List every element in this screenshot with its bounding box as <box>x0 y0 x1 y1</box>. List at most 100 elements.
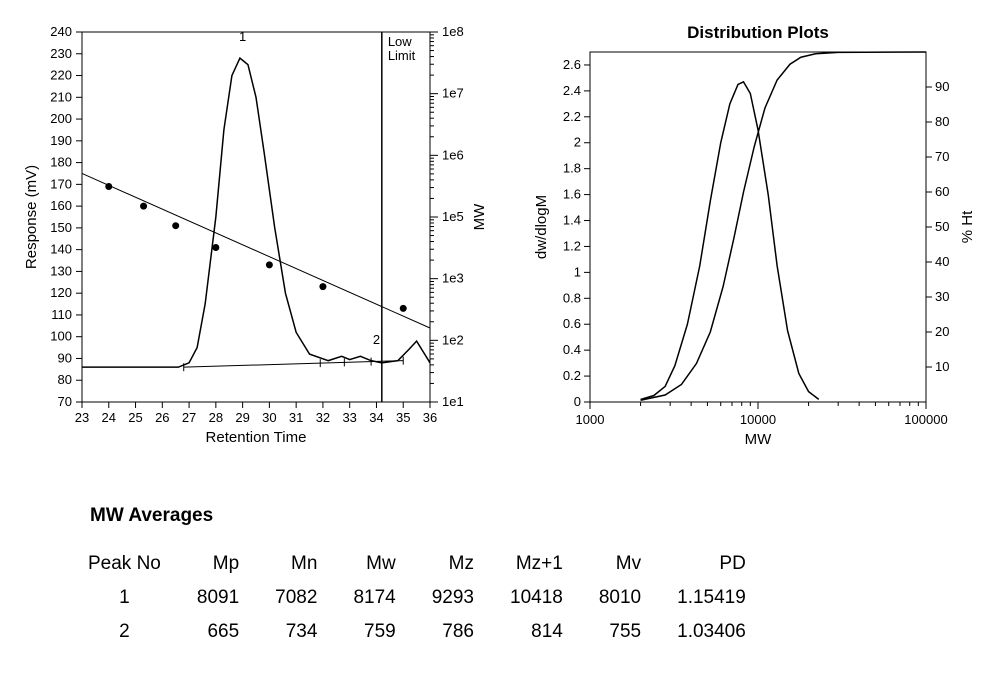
svg-text:1000: 1000 <box>576 412 605 427</box>
cell: 1 <box>70 581 179 615</box>
col-mz: Mz <box>414 547 492 581</box>
svg-text:2.2: 2.2 <box>563 109 581 124</box>
svg-text:50: 50 <box>935 219 949 234</box>
svg-text:190: 190 <box>50 133 72 148</box>
svg-text:200: 200 <box>50 111 72 126</box>
cell: 7082 <box>257 581 335 615</box>
svg-text:2.6: 2.6 <box>563 57 581 72</box>
svg-text:1.2: 1.2 <box>563 238 581 253</box>
svg-text:1.4: 1.4 <box>563 213 581 228</box>
distribution-plots-chart: Distribution Plots 1000 10000 100000 0 0.2 0.4… <box>530 20 980 465</box>
svg-text:120: 120 <box>50 285 72 300</box>
svg-text:170: 170 <box>50 176 72 191</box>
svg-text:27: 27 <box>182 410 196 425</box>
svg-text:Distribution Plots: Distribution Plots <box>687 23 829 42</box>
svg-text:1.8: 1.8 <box>563 161 581 176</box>
svg-text:90: 90 <box>58 350 72 365</box>
svg-text:130: 130 <box>50 263 72 278</box>
svg-text:0: 0 <box>574 394 581 409</box>
svg-text:1.6: 1.6 <box>563 187 581 202</box>
svg-text:1e7: 1e7 <box>442 86 464 101</box>
svg-text:31: 31 <box>289 410 303 425</box>
svg-text:2: 2 <box>574 135 581 150</box>
svg-text:80: 80 <box>58 372 72 387</box>
cell: 8010 <box>581 581 659 615</box>
svg-text:30: 30 <box>262 410 276 425</box>
svg-text:26: 26 <box>155 410 169 425</box>
cell: 786 <box>414 615 492 649</box>
svg-text:2.4: 2.4 <box>563 83 581 98</box>
svg-text:80: 80 <box>935 114 949 129</box>
retention-time-chart: 2324252627282930313233343536708090100110… <box>20 20 490 465</box>
cell: 8174 <box>335 581 413 615</box>
svg-text:210: 210 <box>50 89 72 104</box>
cell: 814 <box>492 615 581 649</box>
col-mp: Mp <box>179 547 257 581</box>
svg-text:28: 28 <box>209 410 223 425</box>
svg-text:0.2: 0.2 <box>563 368 581 383</box>
svg-text:100000: 100000 <box>904 412 947 427</box>
svg-text:0.8: 0.8 <box>563 290 581 305</box>
right-chart-svg: Distribution Plots 1000 10000 100000 0 0.2 0.4… <box>530 20 980 460</box>
svg-text:160: 160 <box>50 198 72 213</box>
svg-text:35: 35 <box>396 410 410 425</box>
col-mz-1: Mz+1 <box>492 547 581 581</box>
cell: 9293 <box>414 581 492 615</box>
svg-text:% Ht: % Ht <box>959 210 976 243</box>
col-pd: PD <box>659 547 764 581</box>
cell: 2 <box>70 615 179 649</box>
svg-text:36: 36 <box>423 410 437 425</box>
table-row: 26657347597868147551.03406 <box>70 615 764 649</box>
svg-text:1e5: 1e5 <box>442 209 464 224</box>
col-mn: Mn <box>257 547 335 581</box>
svg-text:1e3: 1e3 <box>442 271 464 286</box>
svg-text:Response (mV): Response (mV) <box>23 165 40 269</box>
table-row: 180917082817492931041880101.15419 <box>70 581 764 615</box>
col-mw: Mw <box>335 547 413 581</box>
svg-text:1: 1 <box>574 264 581 279</box>
svg-text:230: 230 <box>50 46 72 61</box>
cell: 665 <box>179 615 257 649</box>
svg-text:30: 30 <box>935 289 949 304</box>
svg-text:33: 33 <box>342 410 356 425</box>
svg-text:1e8: 1e8 <box>442 24 464 39</box>
svg-text:220: 220 <box>50 68 72 83</box>
svg-text:dw/dlogM: dw/dlogM <box>533 195 550 259</box>
svg-text:180: 180 <box>50 155 72 170</box>
svg-text:MW: MW <box>471 203 488 230</box>
cell: 734 <box>257 615 335 649</box>
svg-text:0.4: 0.4 <box>563 342 581 357</box>
svg-text:0.6: 0.6 <box>563 316 581 331</box>
svg-text:1e6: 1e6 <box>442 147 464 162</box>
cell: 8091 <box>179 581 257 615</box>
svg-text:70: 70 <box>935 149 949 164</box>
svg-text:34: 34 <box>369 410 383 425</box>
cell: 1.15419 <box>659 581 764 615</box>
svg-text:10000: 10000 <box>740 412 776 427</box>
svg-text:29: 29 <box>235 410 249 425</box>
svg-text:32: 32 <box>316 410 330 425</box>
svg-text:150: 150 <box>50 220 72 235</box>
svg-text:MW: MW <box>745 431 772 448</box>
svg-text:Low: Low <box>388 34 412 49</box>
cell: 10418 <box>492 581 581 615</box>
svg-text:25: 25 <box>128 410 142 425</box>
svg-text:23: 23 <box>75 410 89 425</box>
svg-text:60: 60 <box>935 184 949 199</box>
svg-text:1e2: 1e2 <box>442 332 464 347</box>
svg-text:110: 110 <box>51 307 72 322</box>
svg-text:1: 1 <box>239 29 246 44</box>
mw-averages-table: Peak NoMpMnMwMzMz+1MvPD 1809170828174929… <box>70 547 764 649</box>
cell: 1.03406 <box>659 615 764 649</box>
col-peak-no: Peak No <box>70 547 179 581</box>
svg-text:20: 20 <box>935 324 949 339</box>
svg-text:70: 70 <box>58 394 72 409</box>
mw-averages-title: MW Averages <box>90 505 1000 527</box>
svg-text:Limit: Limit <box>388 48 416 63</box>
svg-text:40: 40 <box>935 254 949 269</box>
svg-text:24: 24 <box>102 410 116 425</box>
left-chart-svg: 2324252627282930313233343536708090100110… <box>20 20 490 460</box>
cell: 755 <box>581 615 659 649</box>
svg-text:1e1: 1e1 <box>442 394 464 409</box>
table-header-row: Peak NoMpMnMwMzMz+1MvPD <box>70 547 764 581</box>
